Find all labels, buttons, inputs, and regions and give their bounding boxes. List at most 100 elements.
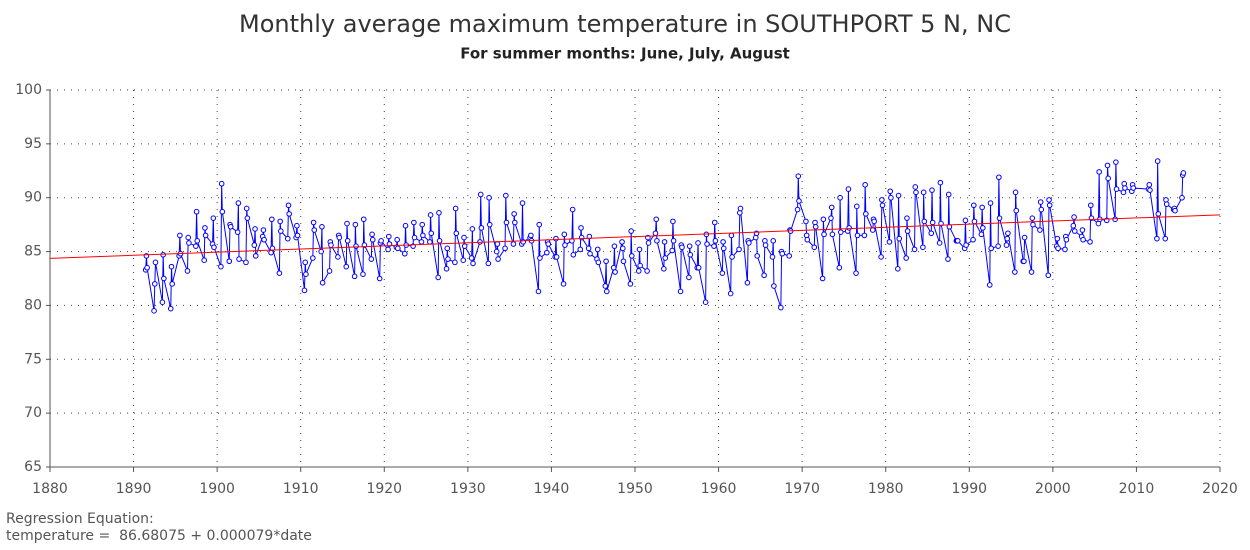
data-point [486, 194, 492, 201]
data-point [863, 211, 869, 217]
data-point [418, 239, 425, 245]
data-point [443, 266, 450, 272]
data-point [913, 189, 919, 196]
data-point [1071, 214, 1077, 220]
data-point [728, 232, 735, 239]
data-point [310, 255, 316, 261]
data-point [686, 243, 693, 249]
data-point [1070, 222, 1077, 229]
data-point [235, 200, 242, 206]
data-point [711, 219, 718, 226]
data-point [512, 219, 518, 226]
data-point [1179, 194, 1185, 201]
data-point [1155, 211, 1162, 217]
data-point [435, 274, 441, 281]
data-point [853, 203, 860, 210]
data-point [277, 218, 283, 225]
data-point [1104, 162, 1111, 169]
data-point [385, 233, 392, 240]
data-point [670, 218, 676, 225]
data-point [762, 242, 769, 248]
data-point [595, 259, 602, 266]
data-point [276, 270, 283, 276]
data-point [645, 240, 652, 246]
y-tick-label: 95 [24, 136, 42, 152]
data-point [351, 273, 358, 280]
data-point [152, 259, 159, 266]
data-point [628, 228, 634, 234]
data-point [211, 244, 217, 251]
data-point [1046, 202, 1053, 209]
data-point [752, 234, 759, 241]
data-point [687, 252, 694, 258]
data-point [869, 227, 876, 233]
data-point [169, 281, 175, 287]
data-point [311, 227, 318, 233]
data-point [278, 228, 284, 234]
data-point [261, 236, 267, 243]
data-point [677, 288, 684, 295]
data-point [528, 232, 534, 239]
data-point [1062, 246, 1068, 253]
chart-subtitle: For summer months: June, July, August [460, 45, 790, 63]
data-point [878, 254, 884, 260]
data-point [376, 275, 383, 282]
data-point [160, 252, 166, 258]
data-point [712, 238, 719, 244]
data-point [445, 256, 451, 262]
data-point [828, 215, 834, 221]
x-tick-label: 1880 [32, 481, 68, 497]
data-point [761, 272, 767, 279]
data-point [368, 256, 375, 262]
data-point [510, 241, 517, 247]
data-point [344, 238, 351, 244]
data-point [427, 212, 434, 218]
data-point [1079, 227, 1086, 233]
data-point [695, 264, 702, 271]
data-point [369, 231, 375, 238]
data-point [912, 184, 919, 190]
data-point [335, 254, 341, 260]
data-point [654, 238, 660, 244]
data-point [210, 215, 217, 221]
x-tick-label: 1950 [617, 481, 653, 497]
data-point [378, 238, 384, 244]
series-line [49, 214, 1221, 259]
data-point [911, 246, 918, 253]
data-point [879, 197, 885, 203]
data-point [720, 245, 727, 252]
data-point [560, 281, 567, 287]
data-point [1163, 201, 1170, 207]
data-point [669, 247, 675, 254]
data-point [486, 221, 493, 228]
data-point [144, 264, 150, 271]
data-point [269, 245, 276, 252]
data-point [929, 187, 935, 193]
data-point [302, 259, 309, 266]
data-point [661, 239, 668, 245]
data-point [1063, 236, 1070, 243]
data-point [771, 283, 777, 289]
data-point [251, 242, 258, 248]
data-point [980, 225, 986, 231]
data-point [652, 230, 659, 237]
data-point [1130, 185, 1137, 191]
data-point [754, 253, 760, 259]
data-point [770, 238, 777, 244]
data-point [537, 255, 543, 261]
data-point [1028, 269, 1035, 275]
data-point [420, 232, 426, 239]
x-tick-label: 2020 [1202, 481, 1238, 497]
data-point [903, 255, 909, 261]
data-point [679, 244, 685, 251]
data-point [662, 255, 669, 261]
data-point [786, 253, 792, 259]
data-point [511, 211, 517, 217]
data-point [428, 230, 435, 237]
data-point [1029, 215, 1036, 221]
data-point [394, 236, 400, 243]
data-point [444, 245, 451, 252]
data-point [252, 226, 258, 232]
data-point [812, 223, 819, 230]
x-tick-label: 1970 [784, 481, 820, 497]
